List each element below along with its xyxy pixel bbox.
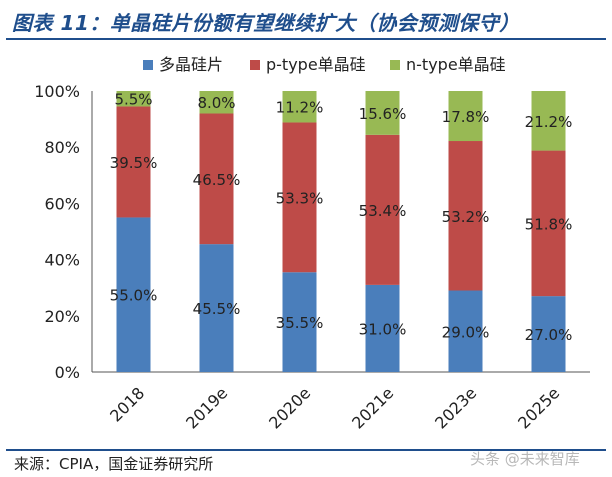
data-label: 45.5% (193, 300, 241, 318)
data-label: 46.5% (193, 171, 241, 189)
data-label: 11.2% (276, 99, 324, 117)
data-label: 29.0% (442, 323, 490, 341)
bar-segment-2 (116, 91, 151, 107)
legend-label-0: 多晶硅片 (159, 55, 223, 74)
data-label: 55.0% (110, 287, 158, 305)
bar-segment-1 (365, 134, 400, 285)
bar-segment-1 (531, 150, 566, 297)
legend-label-1: p-type单晶硅 (266, 55, 366, 74)
data-label: 35.5% (276, 314, 324, 332)
data-label: 39.5% (110, 154, 158, 172)
x-tick-label: 2019e (182, 383, 231, 432)
y-tick-label: 20% (44, 307, 80, 326)
figure-title: 图表 11：单晶硅片份额有望继续扩大（协会预测保守） (12, 11, 520, 35)
bar-segment-2 (199, 91, 234, 114)
data-label: 15.6% (359, 105, 407, 123)
x-tick-label: 2018 (106, 383, 148, 425)
bar-segment-0 (199, 244, 234, 372)
bar-segment-0 (116, 217, 151, 372)
legend-swatch-2 (390, 60, 400, 70)
y-tick-label: 0% (55, 363, 80, 382)
bar-segment-1 (448, 141, 483, 291)
x-tick-label: 2020e (265, 383, 314, 432)
stacked-bar-chart: 多晶硅片 p-type单晶硅 n-type单晶硅 0% 20% 40% 60% 80% 100%… (34, 55, 590, 433)
bar-segment-2 (365, 91, 400, 135)
bar-segment-2 (448, 91, 483, 142)
title-divider (6, 38, 606, 40)
y-tick-label: 80% (44, 138, 80, 157)
watermark: 头条 @未来智库 (470, 450, 580, 468)
bar-segment-0 (365, 284, 400, 372)
data-label: 53.2% (442, 208, 490, 226)
legend-swatch-0 (143, 60, 153, 70)
bar-segment-1 (199, 113, 234, 245)
data-label: 53.3% (276, 189, 324, 207)
x-tick-label: 2025e (514, 383, 563, 432)
bar-segment-2 (531, 91, 566, 151)
data-label: 27.0% (525, 326, 573, 344)
legend-label-2: n-type单晶硅 (406, 55, 506, 74)
legend-swatch-1 (250, 60, 260, 70)
bar-segment-1 (116, 106, 151, 218)
y-tick-label: 60% (44, 194, 80, 213)
data-label: 31.0% (359, 320, 407, 338)
source-note: 来源：CPIA，国金证券研究所 (14, 455, 214, 473)
data-label: 8.0% (197, 94, 235, 112)
bar-segment-0 (448, 290, 483, 372)
title-bar: 图表 11：单晶硅片份额有望继续扩大（协会预测保守） (0, 0, 612, 40)
y-tick-label: 100% (34, 82, 80, 101)
bar-segment-0 (531, 296, 566, 372)
y-tick-label: 40% (44, 251, 80, 270)
data-label: 51.8% (525, 215, 573, 233)
data-label: 17.8% (442, 108, 490, 126)
bar-segment-2 (282, 91, 317, 123)
data-label: 5.5% (114, 91, 152, 109)
x-tick-label: 2023e (431, 383, 480, 432)
bar-segment-0 (282, 272, 317, 372)
data-label: 21.2% (525, 113, 573, 131)
data-label: 53.4% (359, 202, 407, 220)
footer-divider (6, 449, 606, 451)
x-tick-label: 2021e (348, 383, 397, 432)
bar-segment-1 (282, 122, 317, 273)
